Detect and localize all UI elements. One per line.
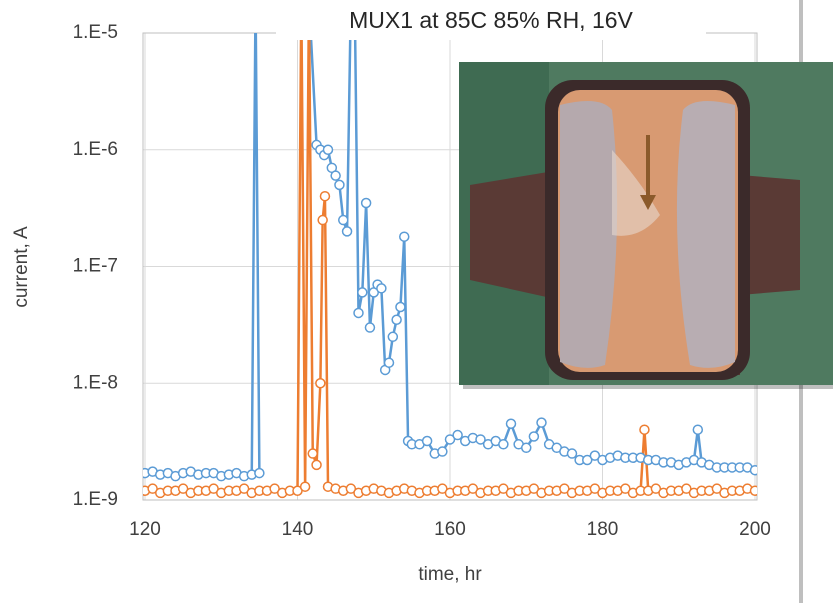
data-point: [505, 418, 517, 429]
data-point: [330, 170, 341, 181]
data-point: [319, 190, 331, 202]
data-point: [528, 483, 540, 494]
x-tick-label: 120: [129, 519, 161, 540]
x-tick-label: 180: [587, 519, 619, 540]
y-tick-label: 1.E-8: [73, 372, 118, 393]
data-point: [681, 483, 692, 494]
data-point: [341, 226, 353, 237]
x-tick-label: 140: [282, 519, 314, 540]
data-point: [437, 483, 448, 494]
data-point: [589, 483, 601, 494]
data-point: [254, 467, 265, 479]
x-axis-label: time, hr: [418, 564, 482, 585]
data-point: [317, 214, 328, 226]
data-point: [639, 424, 650, 435]
title-background: [276, 8, 706, 40]
data-point: [692, 424, 704, 435]
data-point: [620, 483, 631, 494]
data-point: [521, 442, 532, 454]
data-point: [364, 322, 376, 333]
data-point: [395, 301, 406, 313]
data-point: [559, 483, 570, 494]
data-point: [566, 448, 578, 459]
y-tick-label: 1.E-9: [73, 489, 118, 510]
data-point: [383, 357, 395, 368]
data-point: [334, 179, 345, 191]
data-point: [437, 446, 448, 457]
data-point: [711, 483, 723, 494]
data-point: [338, 214, 349, 226]
data-layer: [143, 33, 757, 499]
data-point: [475, 434, 486, 445]
data-point: [353, 307, 364, 319]
data-point: [582, 454, 593, 466]
data-point: [650, 483, 662, 494]
data-point: [360, 197, 372, 209]
photo-terminal-left: [560, 101, 618, 368]
data-point: [357, 287, 368, 298]
data-point: [536, 417, 547, 428]
photo-terminal-right: [676, 101, 735, 368]
x-tick-label: 200: [739, 519, 771, 540]
data-point: [749, 485, 757, 497]
data-point: [269, 483, 280, 494]
data-point: [391, 314, 402, 325]
data-point: [315, 378, 326, 389]
data-point: [444, 434, 456, 445]
y-tick-label: 1.E-6: [73, 139, 118, 160]
x-tick-label: 160: [434, 519, 466, 540]
data-point: [376, 283, 387, 294]
data-point: [177, 483, 189, 494]
data-point: [589, 450, 601, 461]
data-point: [399, 231, 410, 242]
y-axis-label: current, A: [11, 226, 32, 308]
data-point: [311, 459, 322, 471]
data-point: [749, 464, 757, 476]
data-point: [322, 144, 334, 155]
data-point: [452, 429, 463, 441]
chart-title: MUX1 at 85C 85% RH, 16V: [349, 7, 633, 33]
data-point: [208, 483, 219, 494]
inset-photo: [459, 62, 833, 389]
data-point: [528, 431, 540, 442]
photo-damage: [612, 150, 660, 236]
data-point: [498, 439, 509, 450]
data-point: [147, 483, 158, 494]
data-point: [307, 448, 318, 459]
photo-arrow-head: [640, 195, 656, 210]
data-point: [238, 483, 250, 494]
y-tick-label: 1.E-5: [73, 22, 118, 43]
data-point: [467, 483, 479, 494]
data-point: [299, 481, 311, 492]
y-tick-label: 1.E-7: [73, 256, 118, 277]
data-point: [421, 435, 433, 447]
data-point: [345, 483, 357, 494]
data-point: [498, 483, 509, 494]
data-point: [387, 331, 399, 343]
